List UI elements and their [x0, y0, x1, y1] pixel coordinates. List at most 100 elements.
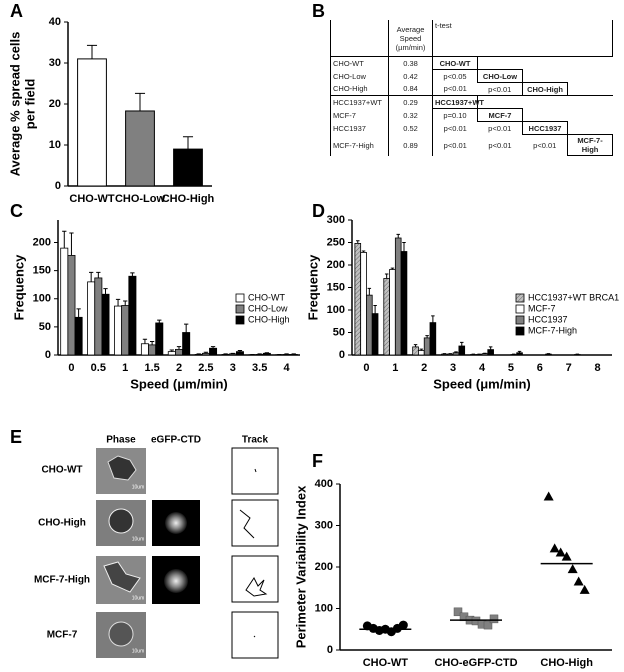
- bar: [235, 351, 244, 356]
- test-cell: [568, 109, 613, 122]
- error-bar: [431, 315, 435, 323]
- y-axis-title: per field: [22, 79, 37, 130]
- scale-label: 10um: [132, 595, 145, 601]
- error-bar: [86, 44, 98, 59]
- error-bar: [149, 341, 155, 345]
- bar: [429, 322, 437, 356]
- track: [253, 635, 256, 638]
- bar: [282, 354, 291, 356]
- row-label: CHO-WT: [41, 465, 82, 476]
- y-tick-label: 0: [339, 349, 345, 361]
- error-bar: [103, 288, 108, 295]
- test-cell: [477, 95, 523, 109]
- error-bar: [176, 346, 182, 350]
- table-row: MCF-7 0.32 p=0.10 MCF-7: [330, 108, 613, 122]
- y-tick-label: 200: [327, 259, 345, 271]
- bar: [446, 353, 454, 356]
- bar: [262, 352, 271, 356]
- bar: [167, 351, 176, 356]
- point: [561, 551, 572, 561]
- test-cell: MCF-7: [477, 108, 523, 122]
- x-tick-label: 0.5: [91, 362, 106, 374]
- error-bar: [115, 298, 121, 307]
- bar: [182, 332, 191, 356]
- point: [549, 543, 560, 553]
- test-cell: p=0.10: [443, 110, 467, 120]
- bar: [255, 354, 264, 356]
- scale-label: 10um: [132, 484, 145, 490]
- legend-swatch: [515, 304, 525, 314]
- panel-label: A: [10, 1, 23, 21]
- error-bar: [123, 300, 128, 306]
- bar: [458, 345, 466, 356]
- test-cell: [568, 122, 613, 135]
- bar: [175, 348, 183, 356]
- track-image: [231, 611, 279, 659]
- x-tick-label: 0: [68, 362, 74, 374]
- y-tick-label: 100: [327, 304, 345, 316]
- error-bar: [182, 136, 194, 150]
- scale-label: 10um: [132, 536, 145, 542]
- panel-label: C: [10, 201, 23, 221]
- x-tick-label: 3.5: [252, 362, 267, 374]
- test-cell: [477, 56, 523, 70]
- bar: [383, 278, 390, 356]
- x-tick-label: 7: [566, 362, 572, 374]
- error-bar: [184, 323, 189, 333]
- y-tick-label: 150: [33, 265, 51, 277]
- test-cell: CHO-WT: [432, 56, 478, 70]
- panel-label: D: [312, 201, 325, 221]
- track-image: [231, 499, 279, 547]
- legend-label: HCC1937: [528, 314, 568, 324]
- speed-cell: 0.84: [388, 82, 433, 96]
- point: [453, 607, 463, 617]
- legend-label: CHO-Low: [248, 303, 288, 313]
- header-cell: Average Speed (µm/min): [388, 20, 433, 57]
- y-tick-label: 300: [315, 519, 333, 531]
- bar: [389, 269, 396, 356]
- y-tick-label: 30: [49, 57, 61, 69]
- legend-swatch: [235, 293, 245, 303]
- test-cell: p<0.05: [443, 71, 467, 81]
- bar: [194, 354, 203, 356]
- error-bar: [356, 240, 360, 244]
- cell: [108, 621, 134, 647]
- test-cell: p<0.01: [443, 84, 467, 94]
- track: [245, 577, 268, 597]
- speed-cell: 0.29: [388, 95, 433, 109]
- error-bar: [384, 273, 389, 279]
- bar: [209, 347, 218, 356]
- legend-label: HCC1937+WT BRCA1: [528, 292, 619, 302]
- bar: [221, 354, 230, 356]
- bar: [77, 58, 107, 187]
- panel-label: F: [312, 451, 323, 471]
- y-tick-label: 100: [33, 293, 51, 305]
- x-tick-label: 2: [176, 362, 182, 374]
- point: [398, 620, 408, 630]
- bar: [481, 353, 489, 356]
- table-row: HCC1937+WT 0.29 HCC1937+WT: [330, 95, 613, 109]
- bar: [94, 277, 103, 356]
- error-bar: [367, 287, 372, 296]
- y-tick-label: 200: [315, 561, 333, 573]
- bar: [128, 275, 137, 356]
- y-axis-title: Frequency: [11, 254, 26, 321]
- x-tick-label: 5: [508, 362, 514, 374]
- bar: [125, 110, 155, 187]
- test-cell: [567, 95, 613, 109]
- x-tick-label: 2: [421, 362, 427, 374]
- x-tick-label: 2.5: [198, 362, 213, 374]
- cell: [103, 561, 141, 593]
- error-bar: [76, 308, 81, 318]
- bar: [418, 350, 425, 356]
- bar: [354, 242, 362, 356]
- row-label: MCF-7-High: [34, 575, 90, 586]
- bar: [423, 337, 431, 356]
- speed-cell: 0.42: [388, 69, 433, 83]
- y-tick-label: 50: [39, 321, 51, 333]
- y-tick-label: 200: [33, 236, 51, 248]
- row-name: HCC1937+WT: [330, 95, 389, 109]
- y-tick-label: 300: [327, 214, 345, 226]
- bar: [155, 322, 164, 356]
- stats-table: Average Speed (µm/min) t-test CHO-WT 0.38 CH…: [330, 20, 614, 156]
